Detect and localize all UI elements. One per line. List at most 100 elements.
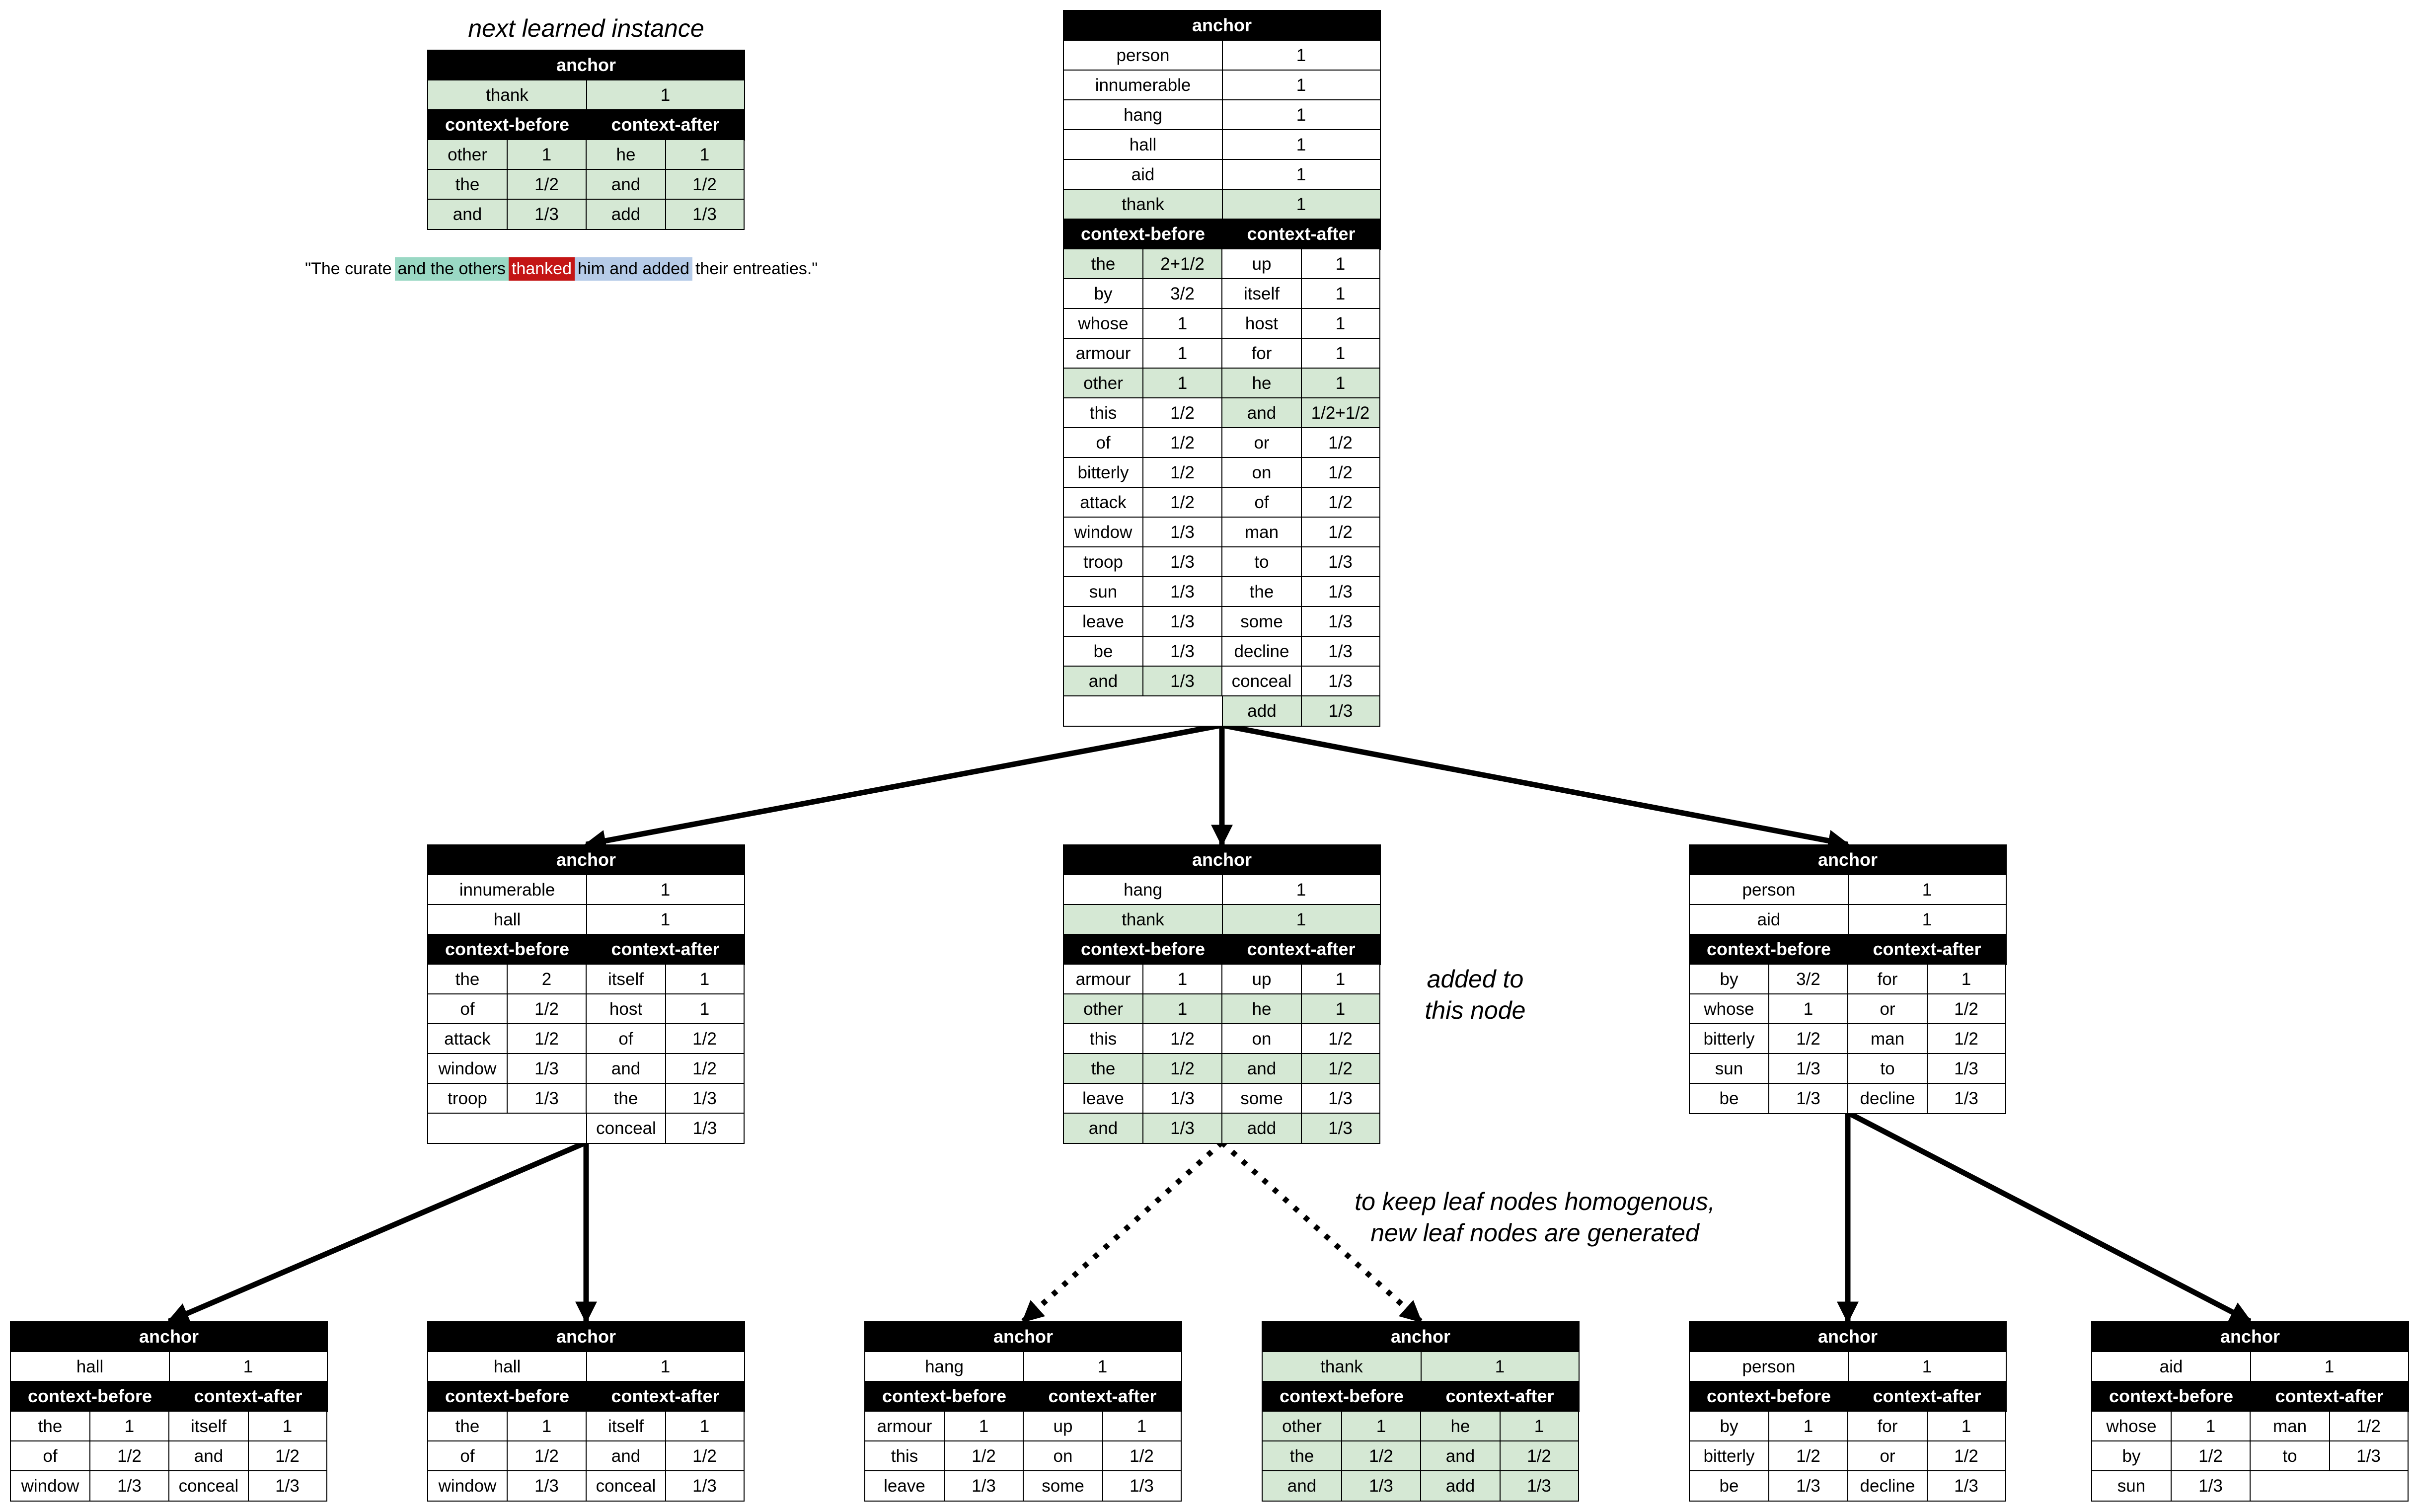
annotation-leaf-nodes: to keep leaf nodes homogenous, new leaf … [1355, 1188, 1715, 1247]
context-row: other 1 he 1 [1063, 368, 1381, 399]
anchor-word: thank [1063, 189, 1223, 220]
context-before-word: by [1689, 964, 1769, 995]
context-before-word: sun [1063, 576, 1143, 607]
context-before-word: the [427, 964, 508, 995]
anchor-row: hall 1 [427, 1351, 745, 1382]
context-after-header: context-after [1847, 934, 2007, 965]
context-row: be 1/3 decline 1/3 [1689, 1083, 2007, 1114]
context-header-row: context-before context-after [427, 109, 745, 141]
context-row: and 1/3 add 1/3 [1262, 1470, 1580, 1502]
context-after-header: context-after [1221, 934, 1381, 965]
anchor-row: person 1 [1689, 874, 2007, 906]
context-after-word: on [1023, 1440, 1103, 1472]
context-after-word: on [1221, 1023, 1302, 1055]
anchor-header: anchor [1689, 1321, 2007, 1353]
context-before-count: 1 [943, 1411, 1024, 1442]
anchor-count: 1 [1420, 1351, 1580, 1382]
context-after-word: decline [1847, 1470, 1928, 1502]
context-after-count: 1/3 [1300, 666, 1380, 697]
anchor-row: innumerable 1 [1063, 70, 1381, 101]
anchor-count: 1 [586, 904, 745, 935]
context-after-header: context-after [586, 1381, 745, 1412]
sentence-fragment: and the others [394, 257, 509, 281]
context-row: whose 1 man 1/2 [2091, 1411, 2409, 1442]
context-row: whose 1 or 1/2 [1689, 993, 2007, 1025]
context-before-count: 1/2 [506, 1023, 587, 1055]
node-table-root: anchor person 1 innumerable 1 hang 1 hall 1 aid 1 t… [1063, 10, 1381, 727]
context-before-word: whose [1689, 993, 1769, 1025]
context-row: by 1/2 to 1/3 [2091, 1440, 2409, 1472]
context-after-count: 1 [1300, 248, 1380, 280]
context-after-word: or [1847, 1440, 1928, 1472]
context-before-word: other [1063, 993, 1143, 1025]
context-after-word: itself [586, 964, 666, 995]
context-after-count: 1/2 [1300, 1053, 1380, 1084]
context-row: bitterly 1/2 or 1/2 [1689, 1440, 2007, 1472]
context-before-count: 2 [506, 964, 587, 995]
context-row: and 1/3 add 1/3 [427, 199, 745, 230]
edge-root-to-mid-left [584, 722, 1223, 852]
context-row: add 1/3 [1063, 695, 1381, 727]
anchor-word: hall [10, 1351, 170, 1382]
context-after-word: man [2250, 1411, 2330, 1442]
anchor-header-row: anchor [864, 1321, 1182, 1353]
anchor-word: innumerable [427, 874, 587, 906]
context-after-word: conceal [1221, 666, 1302, 697]
context-row: this 1/2 on 1/2 [1063, 1023, 1381, 1055]
context-after-word: itself [586, 1411, 666, 1442]
sentence-fragment: him and added [575, 257, 692, 281]
context-after-word: to [1221, 546, 1302, 578]
anchor-count: 1 [2250, 1351, 2409, 1382]
anchor-row: hall 1 [1063, 129, 1381, 160]
context-row: of 1/2 and 1/2 [427, 1440, 745, 1472]
empty-cell [1063, 695, 1223, 727]
context-after-word: he [1420, 1411, 1501, 1442]
context-before-word: armour [1063, 964, 1143, 995]
anchor-count: 1 [168, 1351, 328, 1382]
anchor-row: person 1 [1689, 1351, 2007, 1382]
context-after-word: and [1221, 397, 1302, 429]
context-after-count: 1 [1926, 1411, 2006, 1442]
context-after-word: the [586, 1083, 666, 1114]
node-table-instance: anchor thank 1 context-before context-after o… [427, 50, 745, 230]
context-after-word: or [1847, 993, 1928, 1025]
context-before-word: sun [2091, 1470, 2172, 1502]
context-header-row: context-before context-after [1063, 219, 1381, 250]
node-table-leaf-2: anchor hall 1 context-before context-after th… [427, 1321, 745, 1502]
annotation-added-to-node: added to this node [1425, 965, 1526, 1024]
context-after-count: 1/3 [665, 1113, 745, 1144]
context-after-count: 1/2 [2329, 1411, 2409, 1442]
empty-cell [427, 1113, 587, 1144]
context-after-count: 1/3 [2329, 1440, 2409, 1472]
context-header-row: context-before context-after [10, 1381, 328, 1412]
context-after-count: 1/2 [1102, 1440, 1182, 1472]
anchor-row: hang 1 [864, 1351, 1182, 1382]
context-after-word: itself [168, 1411, 249, 1442]
context-after-count: 1/3 [665, 1470, 745, 1502]
context-after-count: 1/3 [1102, 1470, 1182, 1502]
context-after-count: 1/3 [665, 199, 745, 230]
context-after-count: 1/2 [1926, 1440, 2006, 1472]
context-before-word: whose [1063, 308, 1143, 339]
node-table-leaf-3: anchor hang 1 context-before context-after ar… [864, 1321, 1182, 1502]
context-after-header: context-after [1420, 1381, 1580, 1412]
anchor-word: aid [2091, 1351, 2251, 1382]
context-before-word: leave [1063, 1083, 1143, 1114]
node-table-leaf-5: anchor person 1 context-before context-after… [1689, 1321, 2007, 1502]
context-after-count: 1 [1300, 338, 1380, 369]
context-before-header: context-before [864, 1381, 1024, 1412]
anchor-count: 1 [1221, 874, 1381, 906]
anchor-row: hall 1 [10, 1351, 328, 1382]
context-row: leave 1/3 some 1/3 [1063, 1083, 1381, 1114]
context-before-count: 1 [1142, 338, 1223, 369]
context-before-count: 1/2 [506, 993, 587, 1025]
example-sentence: "The curate and the others thanked him and … [302, 257, 821, 281]
anchor-word: person [1689, 874, 1849, 906]
context-after-count: 1/2 [1499, 1440, 1579, 1472]
context-after-word: for [1847, 1411, 1928, 1442]
context-before-count: 1/3 [89, 1470, 170, 1502]
context-after-word: and [586, 1053, 666, 1084]
context-before-header: context-before [1063, 934, 1223, 965]
anchor-header: anchor [1689, 844, 2007, 876]
